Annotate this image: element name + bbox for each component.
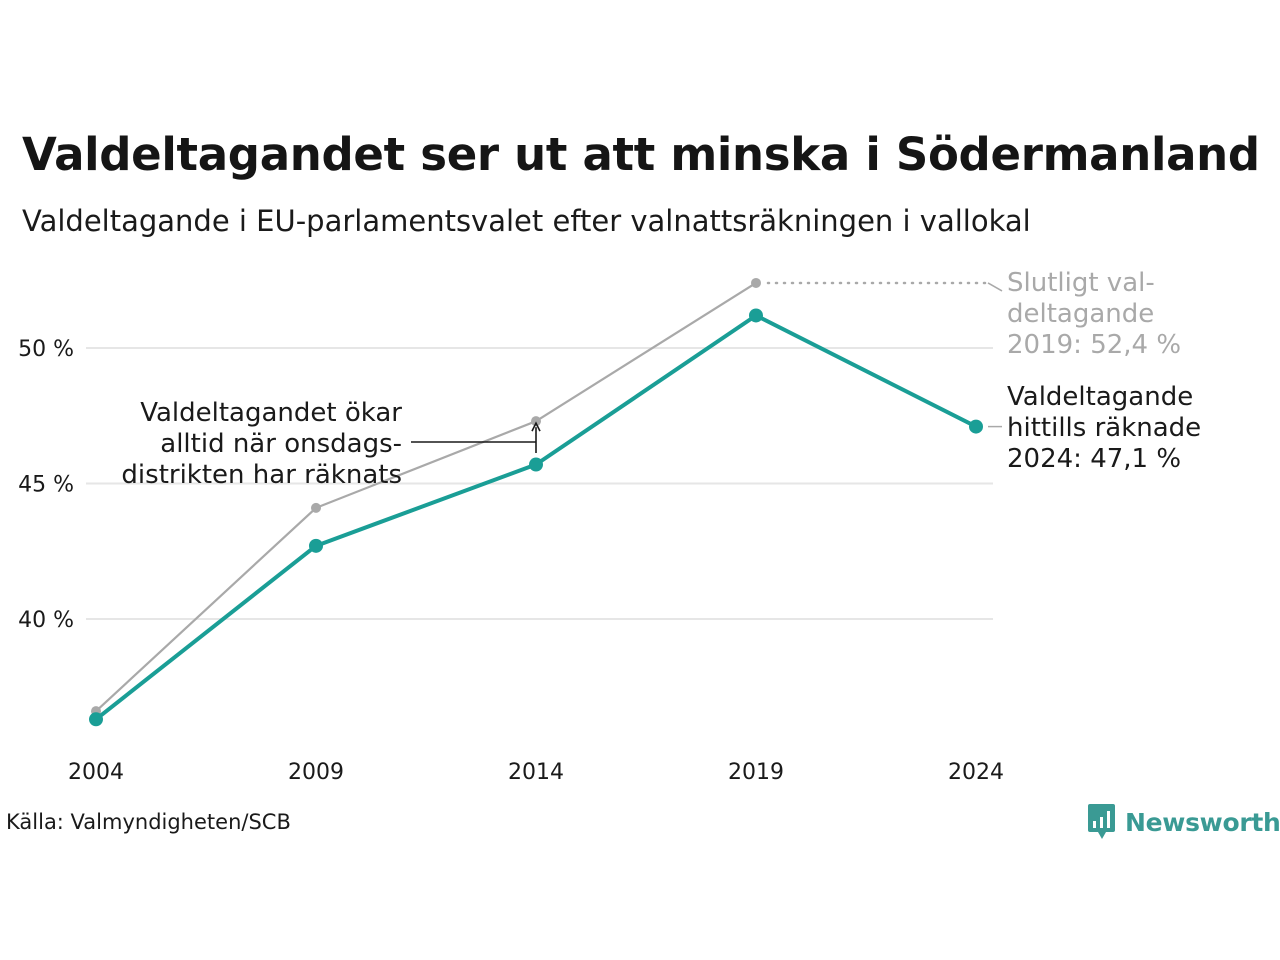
x-tick-label: 2009 (288, 760, 344, 785)
election-night-data-point (969, 419, 983, 434)
annotation-line: distrikten har räknats (121, 460, 402, 490)
annotation-line: hittills räknade (1007, 413, 1201, 443)
final-data-point (531, 416, 541, 427)
chart-title: Valdeltagandet ser ut att minska i Söder… (22, 128, 1260, 181)
election-night-data-point (309, 538, 323, 553)
newsworthy-logo: Newsworthy (1088, 804, 1280, 840)
annotation-line: Valdeltagande (1007, 382, 1193, 412)
y-tick-label: 50 % (18, 337, 74, 362)
annotation-line: 2019: 52,4 % (1007, 330, 1181, 360)
election-night-data-point (529, 457, 543, 472)
series-lines (89, 277, 983, 727)
election-night-data-point (749, 308, 763, 323)
x-tick-label: 2014 (508, 760, 564, 785)
line-chart: 40 % 45 % 50 % 2004 2009 2014 2019 2024 Slutli… (18, 268, 1201, 785)
annotations: Slutligt val-deltagande 2019: 52,4 % Valde… (121, 268, 1201, 490)
x-tick-label: 2024 (948, 760, 1004, 785)
leader-tick (987, 282, 1003, 292)
annotation-line: deltagande (1007, 299, 1154, 329)
y-tick-label: 40 % (18, 608, 74, 633)
final-2019-annotation: Slutligt val-deltagande 2019: 52,4 % (1007, 268, 1181, 360)
final-series-line (95, 282, 757, 712)
election-night-series-line (94, 313, 977, 721)
y-axis-tick-labels: 40 % 45 % 50 % (18, 337, 74, 633)
source-note: Källa: Valmyndigheten/SCB (6, 810, 291, 834)
x-tick-label: 2019 (728, 760, 784, 785)
wednesday-annotation: Valdeltagandet ökar alltid när onsdags-di… (121, 398, 402, 490)
annotation-line: Slutligt val- (1007, 268, 1155, 298)
bar-chart-speech-bubble-icon (1088, 804, 1115, 839)
chart-subtitle: Valdeltagande i EU-parlamentsvalet efter… (22, 204, 1031, 238)
x-axis-tick-labels: 2004 2009 2014 2019 2024 (68, 760, 1004, 785)
annotation-line: alltid när onsdags- (160, 429, 402, 459)
counted-2024-annotation: Valdeltagande hittills räknade 2024: 47,1 … (1007, 382, 1201, 474)
annotation-line: 2024: 47,1 % (1007, 444, 1181, 474)
x-tick-label: 2004 (68, 760, 124, 785)
logo-text: Newsworthy (1125, 807, 1280, 837)
y-tick-label: 45 % (18, 473, 74, 498)
annotation-arrow-head (531, 421, 541, 432)
election-night-data-point (89, 712, 103, 727)
gridlines (86, 347, 993, 620)
final-data-point (751, 277, 761, 288)
annotation-line: Valdeltagandet ökar (140, 398, 402, 428)
final-data-point (311, 502, 321, 513)
